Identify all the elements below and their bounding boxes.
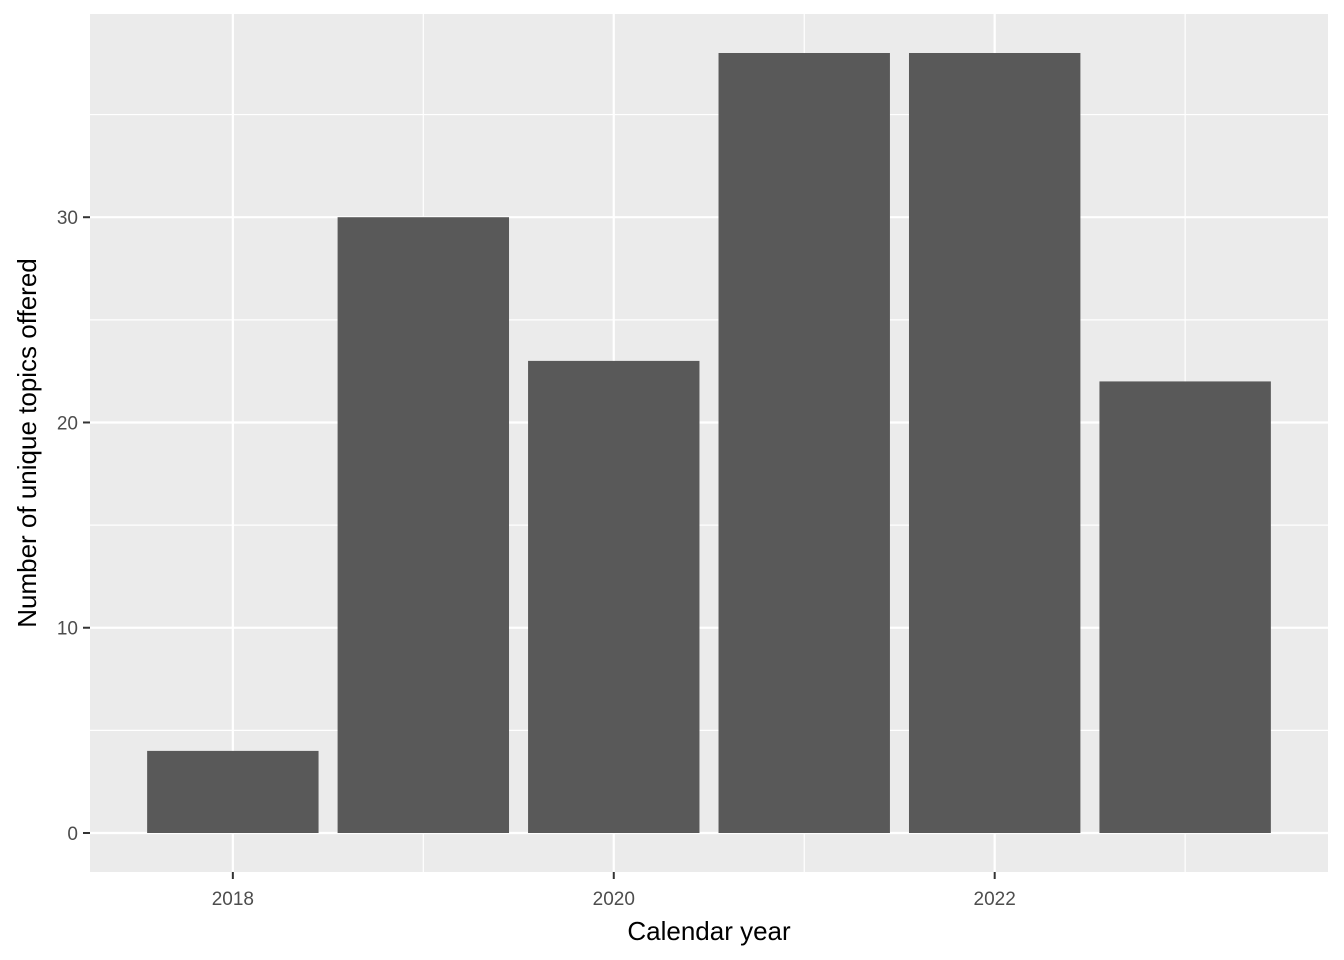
bar-2022 <box>908 53 1081 833</box>
y-axis: 0 10 20 30 <box>57 208 90 845</box>
bar-2019 <box>337 217 510 834</box>
y-tick-label: 20 <box>57 413 78 434</box>
y-axis-title: Number of unique topics offered <box>12 258 42 628</box>
bar-2021 <box>718 53 890 833</box>
x-axis: 2018 2020 2022 <box>212 872 1016 910</box>
bar-2018 <box>147 750 319 833</box>
bar-2023 <box>1099 381 1271 833</box>
y-tick-label: 30 <box>57 208 78 229</box>
x-tick-label: 2018 <box>212 889 254 910</box>
y-tick-label: 10 <box>57 619 78 640</box>
x-tick-label: 2022 <box>974 889 1016 910</box>
bar-2020 <box>528 360 700 833</box>
x-tick-label: 2020 <box>593 889 635 910</box>
bars <box>147 53 1271 834</box>
y-tick-label: 0 <box>67 824 78 845</box>
x-axis-title: Calendar year <box>627 916 791 946</box>
